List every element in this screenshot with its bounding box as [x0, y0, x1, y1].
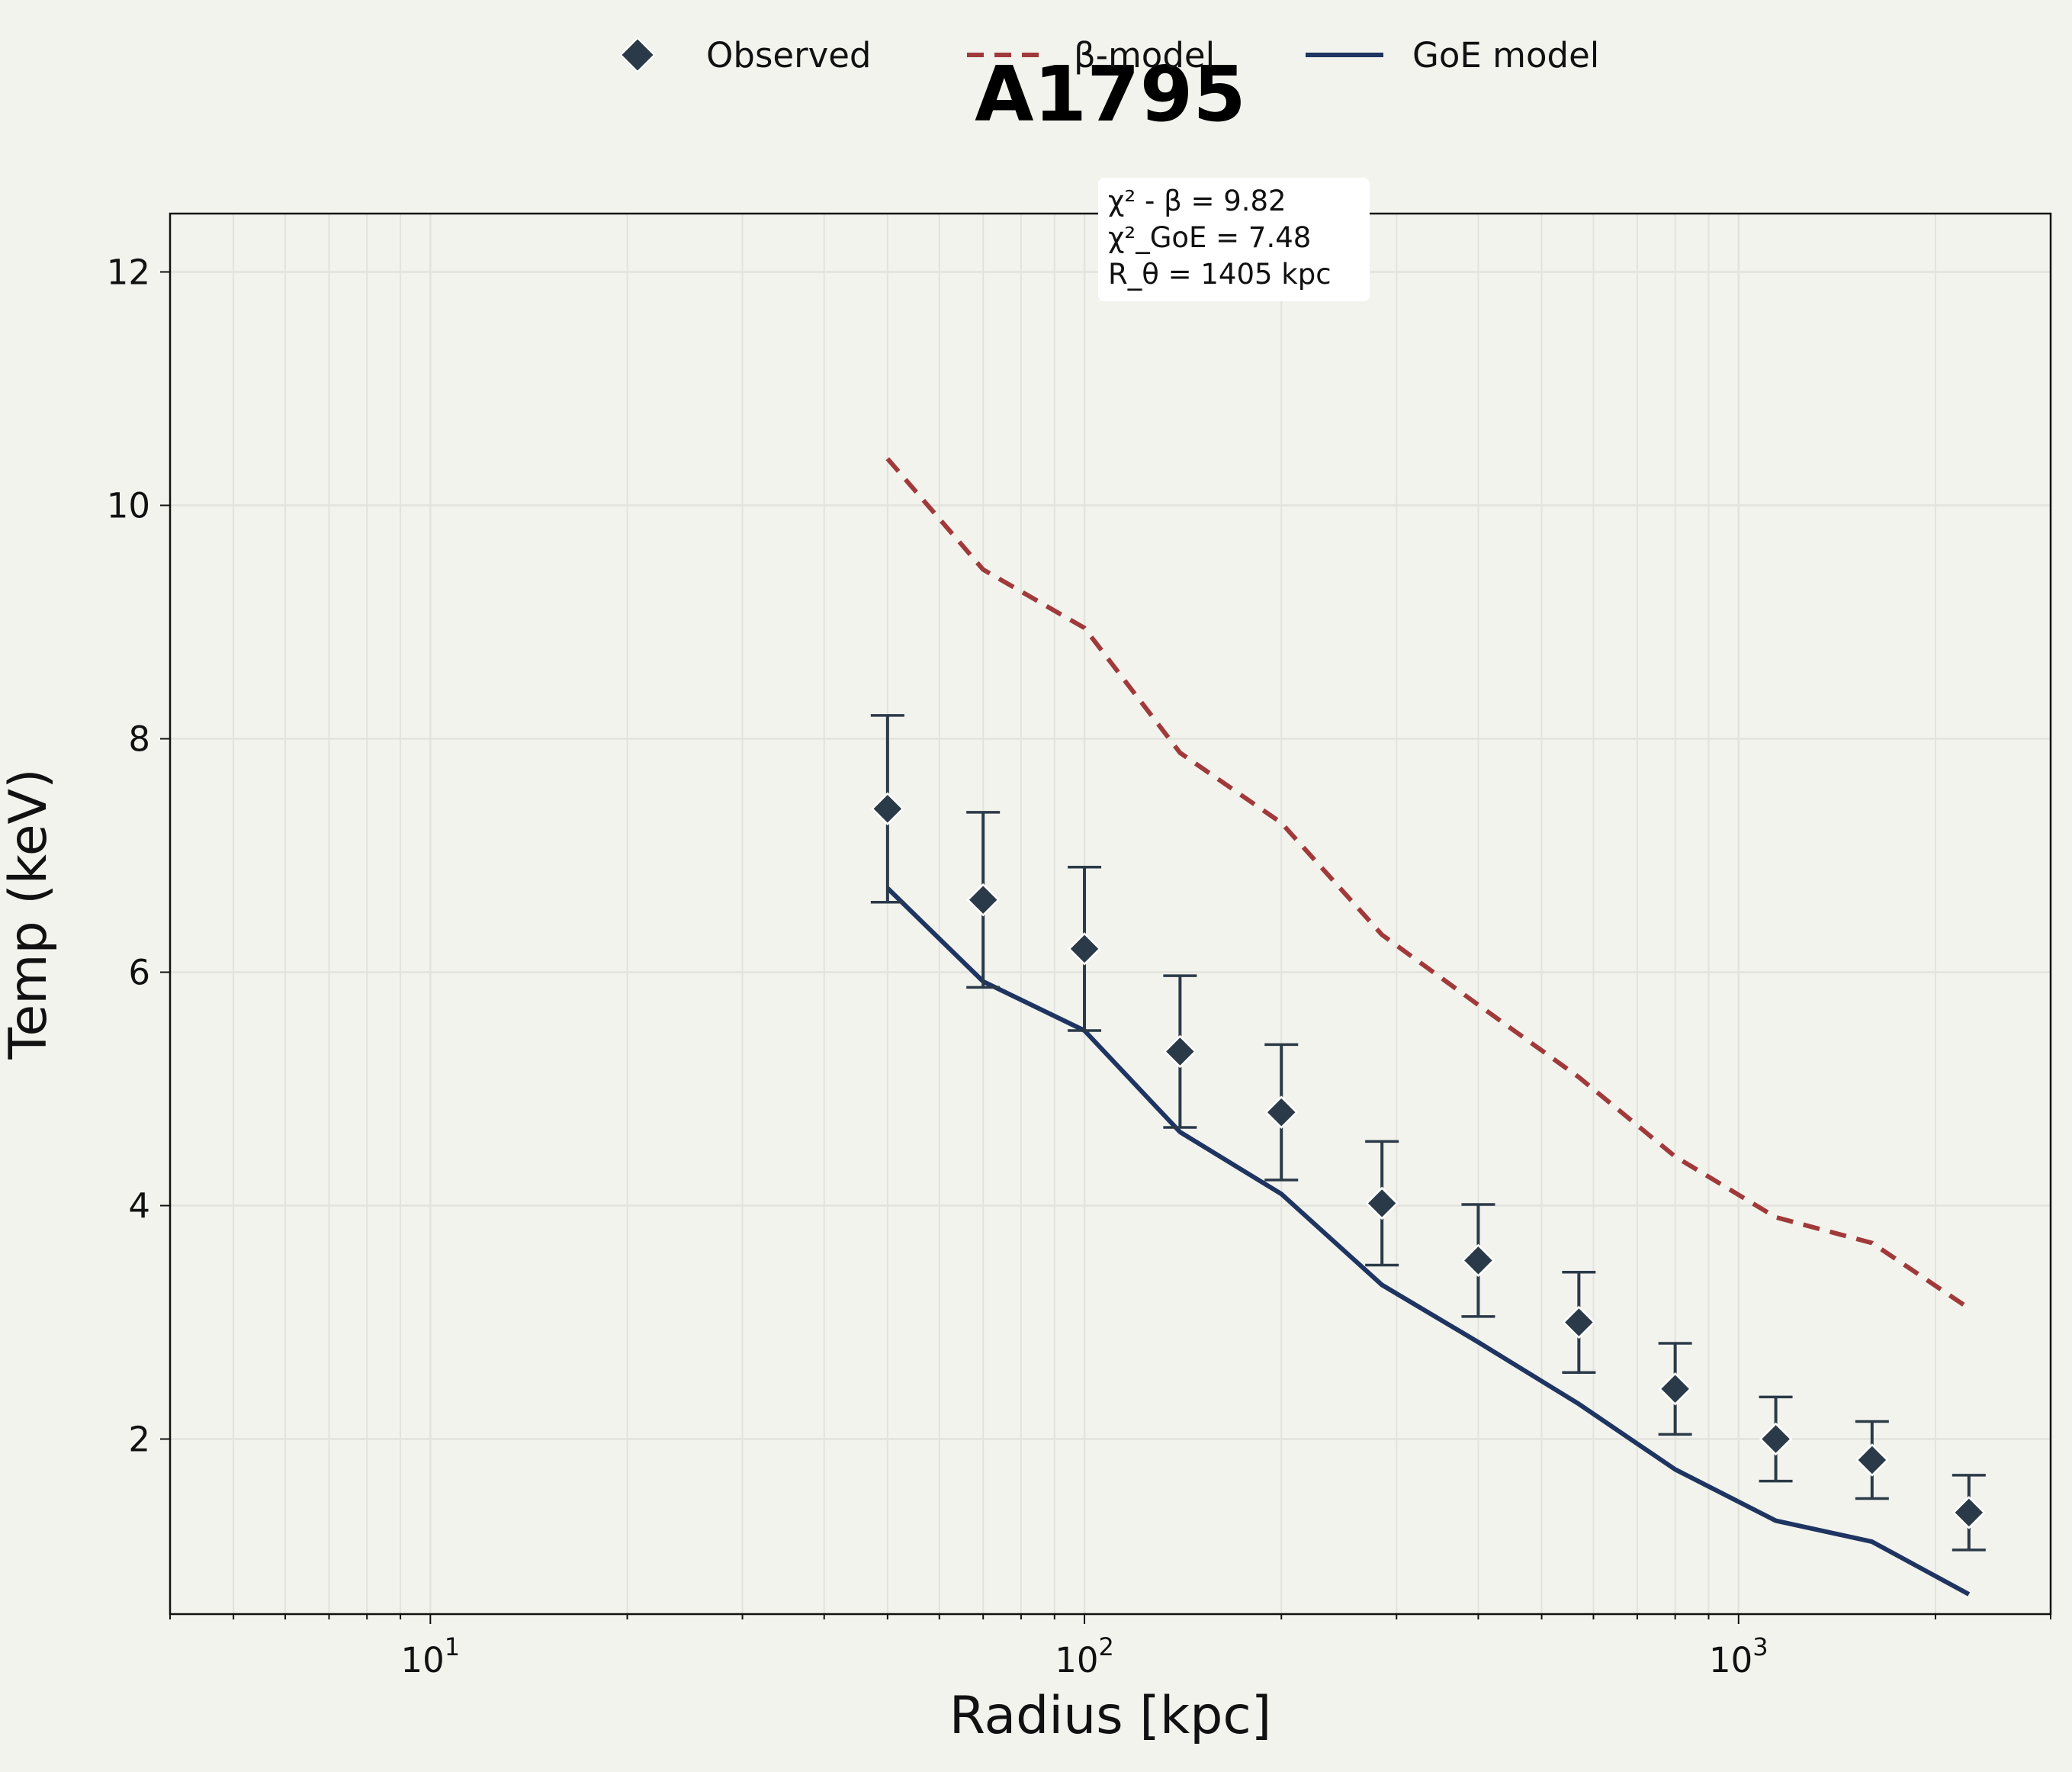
y-tick-label: 2: [128, 1420, 150, 1460]
y-tick-label: 12: [107, 252, 150, 293]
x-tick-label: 103: [1709, 1632, 1768, 1680]
beta-model-line: [885, 457, 1971, 1311]
observed-point: [1759, 1422, 1793, 1456]
observed-point: [1461, 1243, 1495, 1278]
goe-model-line: [885, 886, 1971, 1597]
x-tick-label: 101: [401, 1632, 461, 1680]
axis-ticks: 101 102 103 2 4 6 8 10 12: [107, 252, 2051, 1680]
observed-point: [1952, 1496, 1986, 1529]
observed-point: [1163, 1034, 1197, 1069]
stats-box-background: [1098, 178, 1370, 301]
observed-point: [871, 792, 904, 826]
y-tick-label: 6: [128, 953, 150, 993]
y-axis-label: Temp (keV): [0, 768, 59, 1060]
legend-observed-marker: [619, 37, 656, 73]
y-tick-label: 10: [107, 486, 150, 526]
series-lines: [885, 457, 1971, 1597]
observed-point: [966, 883, 1000, 917]
observed-point: [1264, 1095, 1299, 1129]
observed-point: [1068, 932, 1101, 966]
stats-chi2-beta: χ² - β = 9.82: [1108, 185, 1287, 217]
observed-point: [1562, 1305, 1596, 1339]
legend: Observed β-model GoE model: [619, 35, 1599, 76]
observed-point: [1365, 1186, 1399, 1220]
observed-markers: [871, 792, 1986, 1529]
observed-point: [1855, 1443, 1889, 1477]
legend-observed-label: Observed: [706, 35, 872, 76]
x-tick-label: 102: [1055, 1632, 1114, 1680]
stats-box: χ² - β = 9.82 χ²_GoE = 7.48 R_θ = 1405 k…: [1098, 178, 1370, 301]
observed-point: [1658, 1372, 1692, 1406]
y-tick-label: 4: [128, 1186, 150, 1227]
stats-chi2-goe: χ²_GoE = 7.48: [1108, 221, 1311, 254]
legend-goe-label: GoE model: [1412, 35, 1599, 76]
x-axis-label: Radius [kpc]: [949, 1686, 1272, 1746]
stats-r-theta: R_θ = 1405 kpc: [1108, 258, 1332, 291]
chart-title: A1795: [975, 50, 1246, 139]
y-tick-label: 8: [128, 719, 150, 760]
legend-beta-label: β-model: [1074, 35, 1215, 76]
